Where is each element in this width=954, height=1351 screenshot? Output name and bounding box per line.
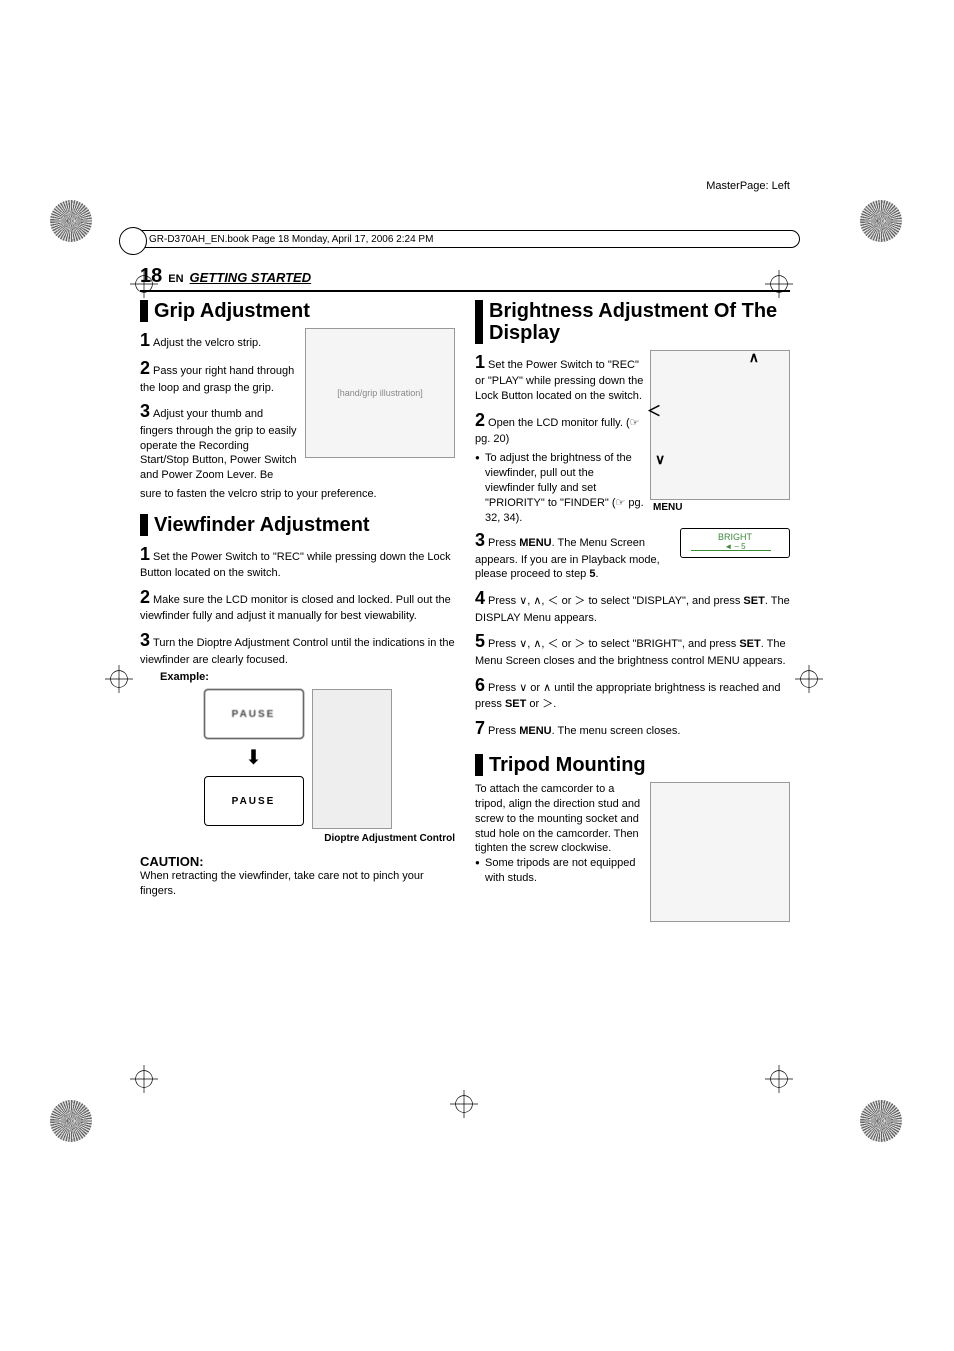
vf-step-1-text: Set the Power Switch to "REC" while pres… (140, 551, 451, 579)
bright-step-7-text: Press MENU. The menu screen closes. (488, 725, 680, 737)
grip-step-1-text: Adjust the velcro strip. (153, 337, 261, 349)
rosette-bl (50, 1100, 92, 1142)
bright-step-6-text: Press ∨ or ∧ until the appropriate brigh… (475, 682, 781, 710)
page-header: 18 EN GETTING STARTED (140, 265, 790, 292)
bright-step-2-text: Open the LCD monitor fully. (☞ pg. 20) (475, 417, 640, 445)
page-lang: EN (168, 273, 183, 285)
bright-step-3-text: Press MENU. The Menu Screen appears. If … (475, 537, 660, 580)
bookinfo-bar: GR-D370AH_EN.book Page 18 Monday, April … (130, 230, 800, 248)
arrow-left-icon: ＜ (647, 401, 661, 421)
bright-step-5-text: Press ∨, ∧, ＜ or ＞ to select "BRIGHT", a… (475, 638, 786, 666)
tripod-figure (650, 782, 790, 922)
rosette-tr (860, 200, 902, 242)
brightness-title: Brightness Adjustment Of The Display (475, 300, 790, 344)
arrow-up-icon: ∧ (749, 349, 759, 366)
masterpage-label: MasterPage: Left (706, 180, 790, 192)
grip-step-2-text: Pass your right hand through the loop an… (140, 365, 294, 393)
viewfinder-side-figure (312, 689, 392, 829)
rosette-br (860, 1100, 902, 1142)
caution-body: When retracting the viewfinder, take car… (140, 869, 455, 899)
bright-step-7: 7Press MENU. The menu screen closes. (475, 716, 790, 740)
grip-title: Grip Adjustment (140, 300, 455, 322)
bright-step-4: 4Press ∨, ∧, ＜ or ＞ to select "DISPLAY",… (475, 586, 790, 625)
right-column: Brightness Adjustment Of The Display ∧ ＜… (475, 300, 790, 922)
bright-step-1-text: Set the Power Switch to "REC" or "PLAY" … (475, 359, 643, 402)
bright-bullet-1: To adjust the brightness of the viewfind… (475, 451, 790, 525)
page-number: 18 (140, 265, 162, 288)
regmark-mid-right (795, 665, 823, 693)
bookinfo-text: GR-D370AH_EN.book Page 18 Monday, April … (149, 234, 433, 245)
tripod-bullet: Some tripods are not equipped with studs… (475, 856, 790, 886)
bright-lcd-box: BRIGHT ◄ – 5 (680, 528, 790, 558)
vf-example-figure: PAUSE ⬇ PAUSE (140, 689, 455, 829)
regmark-bot-right (765, 1065, 793, 1093)
vf-step-2-text: Make sure the LCD monitor is closed and … (140, 594, 451, 622)
bright-step-4-text: Press ∨, ∧, ＜ or ＞ to select "DISPLAY", … (475, 595, 790, 623)
page-section-title: GETTING STARTED (190, 270, 312, 285)
tripod-title: Tripod Mounting (475, 754, 790, 776)
example-label: Example: (160, 671, 455, 683)
vf-step-1: 1Set the Power Switch to "REC" while pre… (140, 542, 455, 581)
arrow-down-icon: ⬇ (245, 745, 262, 770)
regmark-bot-left (130, 1065, 158, 1093)
dioptre-caption: Dioptre Adjustment Control (140, 833, 455, 844)
grip-step-3-text: Adjust your thumb and fingers through th… (140, 408, 297, 481)
page-content: MasterPage: Left GR-D370AH_EN.book Page … (140, 195, 790, 922)
vf-step-3: 3Turn the Dioptre Adjustment Control unt… (140, 628, 455, 667)
grip-step-3-cont: sure to fasten the velcro strip to your … (140, 487, 455, 502)
bright-step-5: 5Press ∨, ∧, ＜ or ＞ to select "BRIGHT", … (475, 629, 790, 668)
caution-heading: CAUTION: (140, 854, 455, 869)
viewfinder-title: Viewfinder Adjustment (140, 514, 455, 536)
pause-box-focused: PAUSE (204, 776, 304, 826)
bright-lcd-value: ◄ – 5 (681, 542, 789, 551)
left-column: Grip Adjustment [hand/grip illustration]… (140, 300, 455, 922)
bright-lcd-label: BRIGHT (681, 532, 789, 542)
regmark-mid-left (105, 665, 133, 693)
bright-step-6: 6Press ∨ or ∧ until the appropriate brig… (475, 673, 790, 712)
regmark-bot-center (450, 1090, 478, 1118)
vf-step-3-text: Turn the Dioptre Adjustment Control unti… (140, 637, 455, 665)
grip-figure: [hand/grip illustration] (305, 328, 455, 458)
vf-step-2: 2Make sure the LCD monitor is closed and… (140, 585, 455, 624)
pause-box-blurred: PAUSE (204, 689, 304, 739)
rosette-tl (50, 200, 92, 242)
